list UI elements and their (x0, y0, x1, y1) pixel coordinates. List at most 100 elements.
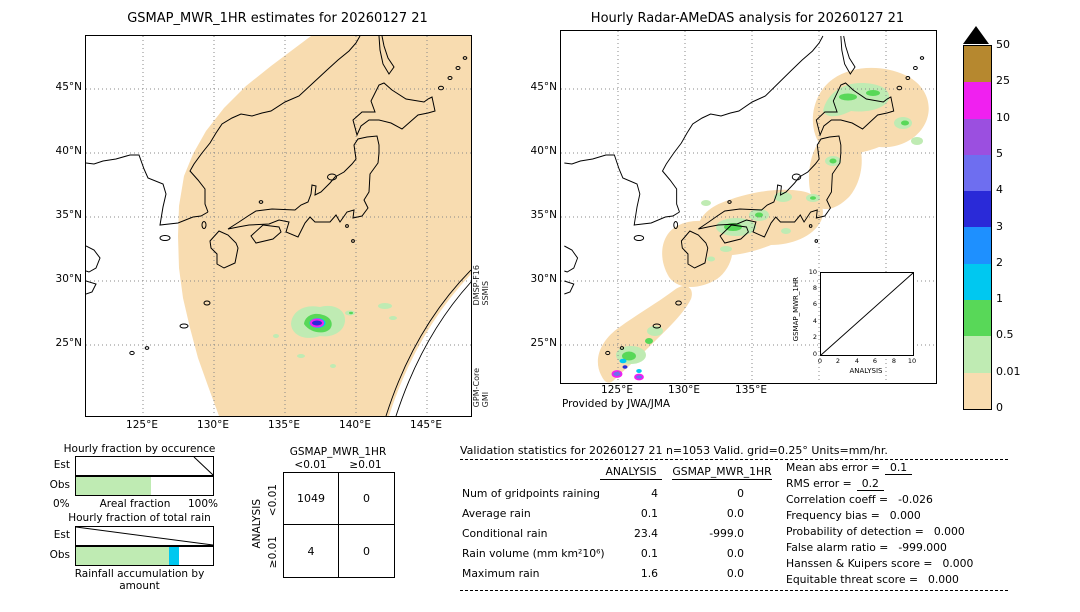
swath-edge-arcs (385, 269, 472, 417)
occurrence-chart-title: Hourly fraction by occurence (63, 443, 216, 455)
stat-analysis-value: 23.4 (633, 527, 658, 540)
score-line: False alarm ratio = -999.000 (786, 541, 952, 554)
scatter-diagonal (820, 272, 914, 356)
colorbar-segment (964, 300, 991, 337)
right-lat-tick: 25°N (530, 337, 557, 349)
obs-row-label: Obs (49, 549, 70, 561)
stat-analysis-value: 0.1 (640, 547, 658, 560)
score-value: 0.2 (856, 477, 884, 491)
sensor-label-dmsp-ssmis: DMSP-F16 SSMIS (472, 265, 490, 306)
inset-x-tick: 0 (817, 357, 823, 365)
colorbar-segment (964, 372, 991, 409)
contingency-col-label: ≥0.01 (349, 459, 382, 471)
inset-x-tick: 10 (907, 357, 917, 365)
score-value: 0.000 (928, 573, 959, 586)
axis-min-label: 0% (53, 498, 70, 510)
colorbar-segment (964, 82, 991, 119)
stat-gsmap-value: -999.0 (709, 527, 744, 540)
right-gridlines (561, 31, 936, 383)
contingency-title: GSMAP_MWR_1HR (289, 446, 387, 458)
axis-max-label: 100% (188, 498, 219, 510)
contingency-table: 1049 0 4 0 (283, 472, 395, 578)
validation-header: Validation statistics for 20260127 21 n=… (460, 444, 888, 457)
colorbar-segment (964, 191, 991, 228)
contingency-row-label: ≥0.01 (267, 536, 279, 569)
contingency-cell: 0 (339, 473, 394, 525)
inset-y-tick: 6 (812, 300, 817, 308)
stat-row-label: Maximum rain (462, 567, 540, 580)
colorbar-segment (964, 336, 991, 373)
right-lat-tick: 45°N (530, 81, 557, 93)
inset-y-tick: 10 (808, 268, 817, 276)
colorbar-tick-label: 0.5 (996, 328, 1014, 342)
occurrence-est-bar (75, 456, 214, 476)
score-line: RMS error = 0.2 (786, 477, 884, 491)
left-map-panel (85, 35, 472, 417)
right-lat-tick: 30°N (530, 273, 557, 285)
left-lat-tick: 40°N (55, 145, 82, 157)
satellite-swath (178, 36, 471, 416)
right-map-title: Hourly Radar-AMeDAS analysis for 2026012… (590, 11, 905, 26)
inset-x-tick: 6 (872, 357, 878, 365)
colorbar-overflow-triangle-icon (963, 26, 989, 44)
obs-row-label: Obs (49, 479, 70, 491)
stat-row-label: Average rain (462, 507, 531, 520)
stats-col-header-gsmap: GSMAP_MWR_1HR (672, 465, 772, 480)
score-line: Frequency bias = 0.000 (786, 509, 926, 522)
colorbar-tick-label: 0 (996, 401, 1003, 414)
stat-gsmap-value: 0.0 (726, 567, 744, 580)
colorbar-tick-label: 5 (996, 146, 1003, 160)
left-lon-tick: 125°E (126, 419, 158, 431)
left-gridlines (86, 36, 471, 416)
stat-analysis-value: 0.1 (640, 507, 658, 520)
left-lon-tick: 140°E (339, 419, 371, 431)
areal-fraction-label: Areal fraction (99, 498, 171, 510)
colorbar-segment (964, 154, 991, 192)
score-value: -0.026 (898, 493, 933, 506)
sensor-label-gpm-gmi: GPM-Core GMI (472, 368, 490, 408)
divider-top (460, 459, 1008, 460)
left-lon-tick: 145°E (410, 419, 442, 431)
colorbar-segment (964, 46, 991, 83)
score-line: Probability of detection = 0.000 (786, 525, 970, 538)
left-map-canvas (85, 35, 472, 417)
left-rain-cells (273, 303, 397, 368)
stat-gsmap-value: 0.0 (726, 547, 744, 560)
colorbar-tick-label: 25 (996, 74, 1010, 88)
total-obs-cyan-fill (169, 547, 179, 565)
colorbar-segment (964, 227, 991, 264)
right-lon-tick: 125°E (601, 384, 633, 396)
stat-gsmap-value: 0 (737, 487, 744, 500)
occ-obs-fill (76, 477, 152, 495)
colorbar-segment (964, 118, 991, 155)
right-map-canvas (561, 31, 936, 383)
scatter-inset (820, 272, 914, 356)
stat-row-label: Rain volume (mm km²10⁶) (462, 547, 605, 560)
inset-x-tick: 2 (835, 357, 841, 365)
score-line: Equitable threat score = 0.000 (786, 573, 964, 586)
right-lat-tick: 35°N (530, 209, 557, 221)
colorbar (963, 45, 992, 410)
inset-y-axis-label: GSMAP_MWR_1HR (792, 277, 800, 342)
stats-col-header-analysis: ANALYSIS (600, 465, 662, 480)
stat-gsmap-value: 0.0 (726, 507, 744, 520)
inset-x-axis-label: ANALYSIS (849, 367, 883, 375)
inset-x-tick: 8 (891, 357, 897, 365)
score-value: 0.000 (889, 509, 921, 522)
contingency-row-label: <0.01 (267, 484, 279, 517)
total-obs-green-fill (76, 547, 170, 565)
score-value: -999.000 (898, 541, 947, 554)
colorbar-tick-label: 10 (996, 110, 1010, 124)
stat-row-label: Conditional rain (462, 527, 548, 540)
right-lon-tick: 130°E (668, 384, 700, 396)
left-map-title: GSMAP_MWR_1HR estimates for 20260127 21 (127, 11, 428, 26)
colorbar-tick-label: 4 (996, 183, 1003, 197)
contingency-cell: 1049 (284, 473, 339, 525)
inset-y-tick: 8 (812, 284, 817, 292)
occurrence-obs-bar (75, 476, 214, 496)
left-lat-tick: 45°N (55, 81, 82, 93)
score-value: 0.000 (942, 557, 974, 570)
left-lat-tick: 35°N (55, 209, 82, 221)
colorbar-labels: 50 25 10 5 4 3 2 1 0.5 0.01 0 (996, 38, 1036, 414)
